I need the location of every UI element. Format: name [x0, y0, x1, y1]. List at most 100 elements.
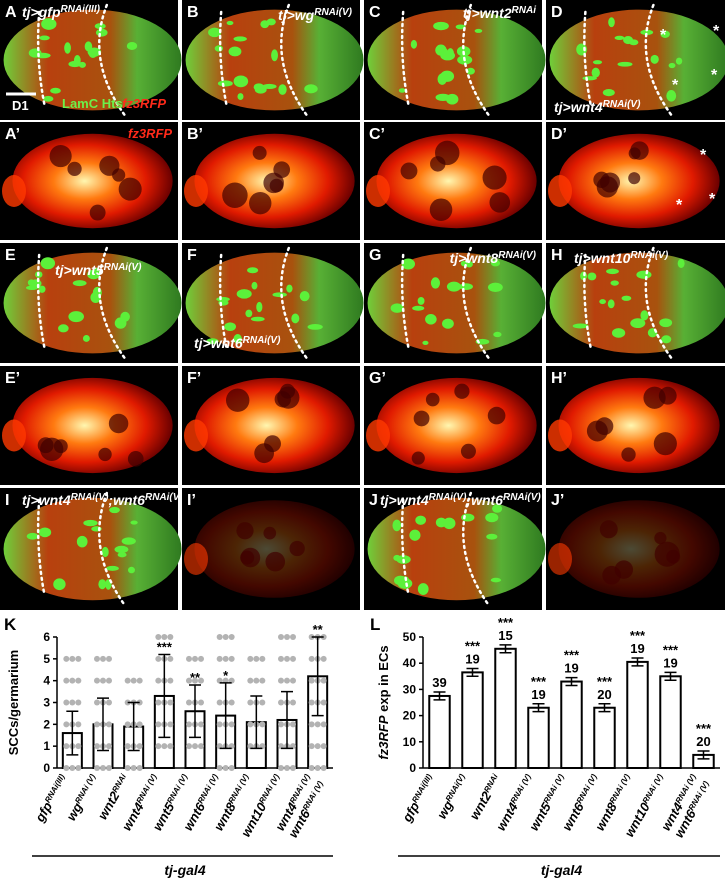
- green-spot: [433, 21, 449, 31]
- nucleus-shadow: [596, 176, 618, 198]
- tissue: [185, 246, 364, 360]
- superscript: RNAi (V): [574, 772, 598, 805]
- green-spot: [260, 20, 270, 29]
- superscript: RNAi (V): [541, 772, 565, 805]
- data-point: [155, 743, 162, 750]
- germarium-merge: [549, 252, 725, 354]
- data-point: [63, 765, 70, 771]
- text-segment: exp in ECs: [376, 645, 391, 715]
- nucleus-shadow: [621, 447, 636, 462]
- data-point: [75, 721, 82, 728]
- nucleus-shadow: [425, 392, 440, 407]
- data-point: [198, 655, 204, 662]
- data-point: [247, 699, 254, 706]
- nucleus-shadow: [264, 435, 281, 453]
- boundary: [218, 10, 228, 107]
- channel-label: fz3RFP: [122, 96, 166, 111]
- bar: [461, 671, 484, 769]
- bar: [593, 706, 616, 769]
- data-point: [308, 699, 315, 706]
- data-point: [167, 677, 174, 684]
- data-point: [106, 699, 112, 706]
- green-spot: [412, 305, 425, 311]
- green-spot: [422, 340, 429, 345]
- text-segment: tj>wnt4: [380, 492, 429, 508]
- data-point: [290, 765, 296, 771]
- asterisk: *: [672, 77, 679, 94]
- boundary: [644, 3, 673, 117]
- superscript: RNAi(V): [503, 492, 541, 503]
- boundary: [400, 10, 410, 107]
- bar: [527, 706, 550, 769]
- green-spot: [628, 39, 639, 46]
- boundary: [583, 10, 592, 107]
- nucleus-shadow: [236, 522, 254, 540]
- green-spot: [572, 323, 589, 329]
- green-spot: [490, 259, 501, 267]
- green-spot: [304, 84, 318, 94]
- data-point: [259, 699, 266, 706]
- green-spot: [492, 504, 503, 513]
- data-point: [290, 655, 296, 662]
- data-point: [124, 765, 131, 771]
- green-spot: [251, 281, 258, 290]
- channel-label: fz3RFP: [128, 126, 172, 141]
- nucleus-shadow: [263, 172, 284, 194]
- tissue: [367, 491, 546, 607]
- data-point: [290, 634, 296, 640]
- y-tick-label: 2: [43, 717, 50, 731]
- green-spot: [390, 303, 404, 313]
- significance: ***: [630, 628, 646, 643]
- green-spot: [42, 95, 54, 102]
- superscript: RNAi (V): [607, 772, 631, 805]
- error-bar: [433, 691, 446, 701]
- green-spot: [39, 35, 50, 41]
- x-tick-label: wgRNAi(V): [434, 772, 471, 822]
- data-point: [124, 743, 131, 750]
- green-spot: [659, 318, 673, 328]
- superscript: RNAi (V): [226, 772, 250, 805]
- tissue: [548, 500, 720, 598]
- data-point: [63, 677, 70, 684]
- tissue: [548, 377, 720, 474]
- data-point: [94, 699, 100, 706]
- boundary: [462, 246, 490, 360]
- green-spot: [236, 289, 252, 299]
- green-spot: [461, 513, 475, 522]
- germarium-tip: [548, 419, 572, 452]
- boundary: [98, 491, 126, 607]
- superscript: RNAi: [512, 5, 537, 16]
- asterisk: *: [660, 27, 667, 44]
- data-point: [247, 655, 254, 662]
- y-axis-label: fz3RFP exp in ECs: [376, 645, 391, 759]
- data-point: [284, 765, 290, 771]
- nucleus-shadow: [602, 565, 622, 585]
- panel-letter: D: [551, 4, 563, 21]
- green-spot: [617, 61, 633, 67]
- green-spot: [587, 272, 597, 281]
- superscript: RNAi (V): [640, 772, 664, 805]
- asterisk: *: [713, 23, 720, 40]
- panel-letter: L: [370, 615, 380, 634]
- germarium-red: [558, 500, 720, 598]
- green-spot: [675, 57, 683, 65]
- data-point: [290, 721, 296, 728]
- data-point: [155, 655, 162, 662]
- text-segment: wnt10: [238, 799, 270, 839]
- germarium-merge: [549, 9, 725, 111]
- tissue: [549, 246, 725, 360]
- germarium-tip: [184, 419, 208, 452]
- data-point: [124, 721, 131, 728]
- green-spot: [94, 23, 106, 30]
- nucleus-shadow: [429, 198, 453, 222]
- green-spot: [72, 280, 87, 287]
- channel-label: LamC Hts: [62, 96, 123, 111]
- green-spot: [206, 338, 219, 345]
- error-bar: [565, 676, 578, 687]
- error-bar: [466, 667, 479, 678]
- y-tick-label: 50: [403, 630, 417, 644]
- error-bar: [598, 703, 611, 713]
- data-point: [222, 655, 229, 662]
- green-spot: [576, 43, 587, 56]
